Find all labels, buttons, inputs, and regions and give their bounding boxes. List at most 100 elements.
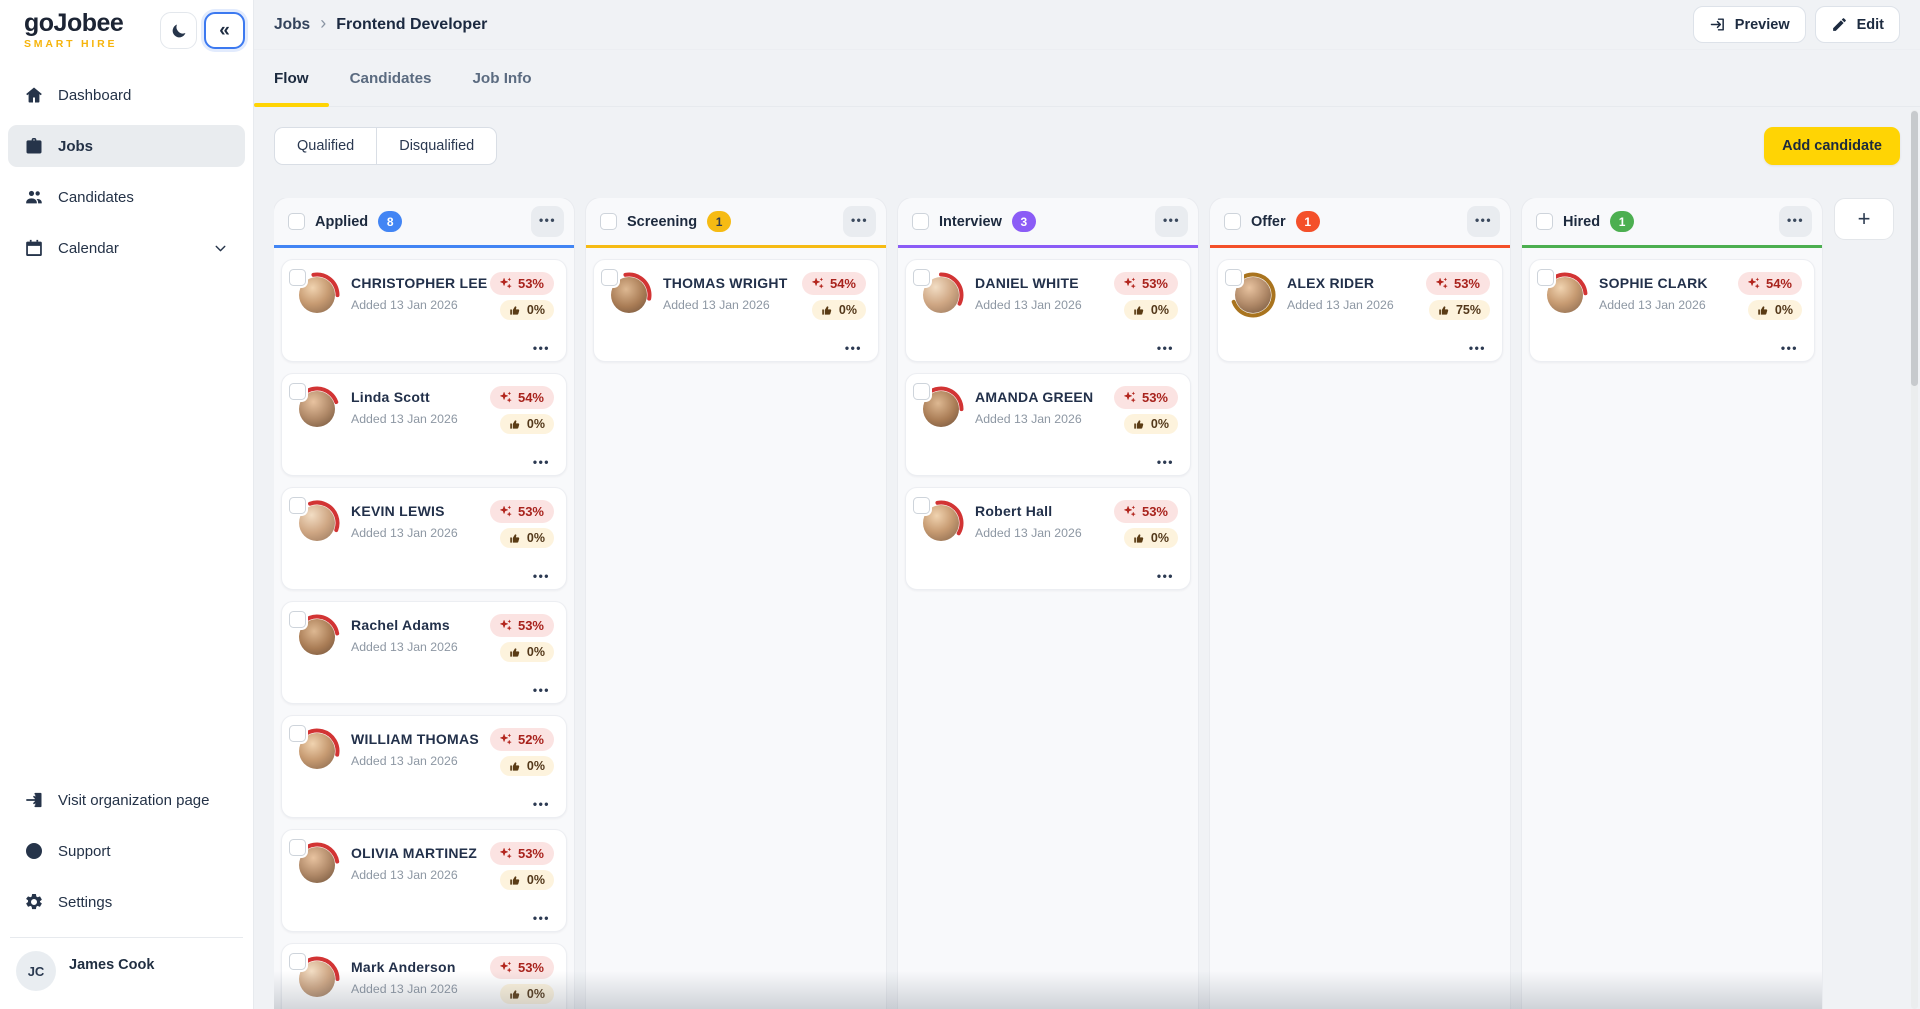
sidebar-footer-nav: Visit organization page Support Settings: [0, 779, 253, 923]
candidate-menu-button[interactable]: •••: [532, 797, 550, 811]
column-interview: Interview 3 ••• DANIEL WHITE: [898, 198, 1198, 1009]
candidate-menu-button[interactable]: •••: [1156, 569, 1174, 583]
breadcrumb: Jobs › Frontend Developer: [274, 14, 487, 35]
candidate-card[interactable]: Linda Scott Added 13 Jan 2026 54% 0%: [281, 373, 567, 476]
candidate-menu-button[interactable]: •••: [844, 341, 862, 355]
sidebar-item-calendar[interactable]: Calendar: [8, 227, 245, 269]
breadcrumb-current-job: Frontend Developer: [336, 15, 488, 33]
rating-badge: 75%: [1428, 300, 1490, 320]
sidebar-item-label: Calendar: [58, 239, 119, 257]
column-select-checkbox[interactable]: [288, 213, 305, 230]
candidate-name: Linda Scott: [351, 389, 430, 405]
candidate-select-checkbox[interactable]: [1225, 269, 1242, 286]
candidate-card[interactable]: Robert Hall Added 13 Jan 2026 53% 0%: [905, 487, 1191, 590]
match-score-value: 53%: [517, 504, 544, 519]
column-select-checkbox[interactable]: [600, 213, 617, 230]
sidebar-item-visit-organization-page[interactable]: Visit organization page: [8, 779, 245, 821]
column-menu-button[interactable]: •••: [843, 206, 876, 237]
thumbs-up-icon: [1757, 304, 1770, 317]
candidate-select-checkbox[interactable]: [601, 269, 618, 286]
add-column-button[interactable]: +: [1834, 198, 1894, 240]
rating-badge: 0%: [499, 870, 554, 890]
preview-button[interactable]: Preview: [1692, 6, 1806, 43]
sparkles-icon: [498, 846, 513, 861]
candidate-card[interactable]: CHRISTOPHER LEE Added 13 Jan 2026 53% 0%: [281, 259, 567, 362]
candidate-card[interactable]: AMANDA GREEN Added 13 Jan 2026 53% 0%: [905, 373, 1191, 476]
candidate-select-checkbox[interactable]: [289, 725, 306, 742]
candidate-menu-button[interactable]: •••: [1468, 341, 1486, 355]
column-select-checkbox[interactable]: [912, 213, 929, 230]
sidebar-item-candidates[interactable]: Candidates: [8, 176, 245, 218]
filter-disqualified-button[interactable]: Disqualified: [376, 128, 496, 164]
column-select-checkbox[interactable]: [1536, 213, 1553, 230]
candidate-name: DANIEL WHITE: [975, 275, 1079, 291]
column-menu-button[interactable]: •••: [531, 206, 564, 237]
column-menu-button[interactable]: •••: [1467, 206, 1500, 237]
candidate-card[interactable]: Mark Anderson Added 13 Jan 2026 53% 0%: [281, 943, 567, 1009]
thumbs-up-icon: [1438, 304, 1451, 317]
column-header: Hired 1 •••: [1522, 198, 1822, 248]
candidate-select-checkbox[interactable]: [913, 269, 930, 286]
filter-qualified-button[interactable]: Qualified: [275, 128, 376, 164]
candidate-card[interactable]: THOMAS WRIGHT Added 13 Jan 2026 54% 0%: [593, 259, 879, 362]
sidebar-item-jobs[interactable]: Jobs: [8, 125, 245, 168]
candidate-select-checkbox[interactable]: [289, 497, 306, 514]
candidate-select-checkbox[interactable]: [1537, 269, 1554, 286]
candidate-menu-button[interactable]: •••: [1156, 341, 1174, 355]
candidate-select-checkbox[interactable]: [289, 611, 306, 628]
candidate-name: Mark Anderson: [351, 959, 456, 975]
column-select-checkbox[interactable]: [1224, 213, 1241, 230]
sparkles-icon: [810, 276, 825, 291]
candidate-select-checkbox[interactable]: [289, 383, 306, 400]
scrollbar-thumb[interactable]: [1911, 111, 1918, 386]
edit-button[interactable]: Edit: [1814, 6, 1900, 43]
theme-toggle-button[interactable]: [160, 12, 197, 49]
match-score-value: 54%: [829, 276, 856, 291]
sidebar: goJobee SMART HIRE « Dashboard Jobs: [0, 0, 254, 1009]
ai-match-score-badge: 54%: [801, 272, 866, 295]
user-name: James Cook: [69, 957, 155, 973]
candidate-select-checkbox[interactable]: [289, 953, 306, 970]
candidate-card[interactable]: DANIEL WHITE Added 13 Jan 2026 53% 0%: [905, 259, 1191, 362]
candidate-menu-button[interactable]: •••: [532, 683, 550, 697]
tab-flow[interactable]: Flow: [254, 50, 328, 107]
rating-badge: 0%: [499, 984, 554, 1004]
candidate-card[interactable]: KEVIN LEWIS Added 13 Jan 2026 53% 0%: [281, 487, 567, 590]
candidate-added-date: Added 13 Jan 2026: [663, 298, 770, 312]
candidate-select-checkbox[interactable]: [289, 269, 306, 286]
candidate-card[interactable]: Rachel Adams Added 13 Jan 2026 53% 0%: [281, 601, 567, 704]
candidate-select-checkbox[interactable]: [913, 497, 930, 514]
match-score-value: 54%: [517, 390, 544, 405]
collapse-sidebar-button[interactable]: «: [204, 12, 245, 49]
candidate-menu-button[interactable]: •••: [1156, 455, 1174, 469]
match-score-value: 53%: [517, 846, 544, 861]
sidebar-item-dashboard[interactable]: Dashboard: [8, 74, 245, 116]
tab-candidates[interactable]: Candidates: [350, 50, 432, 106]
breadcrumb-jobs[interactable]: Jobs: [274, 15, 311, 33]
column-menu-button[interactable]: •••: [1155, 206, 1188, 237]
sparkles-icon: [498, 618, 513, 633]
rating-value: 0%: [526, 987, 545, 1001]
candidate-card[interactable]: ALEX RIDER Added 13 Jan 2026 53% 75%: [1217, 259, 1503, 362]
candidate-menu-button[interactable]: •••: [532, 455, 550, 469]
candidate-select-checkbox[interactable]: [289, 839, 306, 856]
sidebar-item-settings[interactable]: Settings: [8, 881, 245, 923]
tab-job-info[interactable]: Job Info: [472, 50, 531, 106]
candidate-menu-button[interactable]: •••: [532, 569, 550, 583]
candidate-card[interactable]: OLIVIA MARTINEZ Added 13 Jan 2026 53% 0%: [281, 829, 567, 932]
candidate-card[interactable]: WILLIAM THOMAS Added 13 Jan 2026 52% 0%: [281, 715, 567, 818]
column-title: Hired: [1563, 213, 1601, 230]
candidate-menu-button[interactable]: •••: [1780, 341, 1798, 355]
user-menu[interactable]: JC James Cook: [0, 938, 253, 1009]
candidate-name: Rachel Adams: [351, 617, 450, 633]
sidebar-item-support[interactable]: Support: [8, 830, 245, 872]
candidate-select-checkbox[interactable]: [913, 383, 930, 400]
vertical-scrollbar[interactable]: [1911, 110, 1918, 1009]
rating-badge: 0%: [1123, 528, 1178, 548]
add-candidate-button[interactable]: Add candidate: [1764, 127, 1900, 165]
column-menu-button[interactable]: •••: [1779, 206, 1812, 237]
candidate-menu-button[interactable]: •••: [532, 911, 550, 925]
rating-value: 0%: [526, 417, 545, 431]
candidate-menu-button[interactable]: •••: [532, 341, 550, 355]
candidate-card[interactable]: SOPHIE CLARK Added 13 Jan 2026 54% 0%: [1529, 259, 1815, 362]
